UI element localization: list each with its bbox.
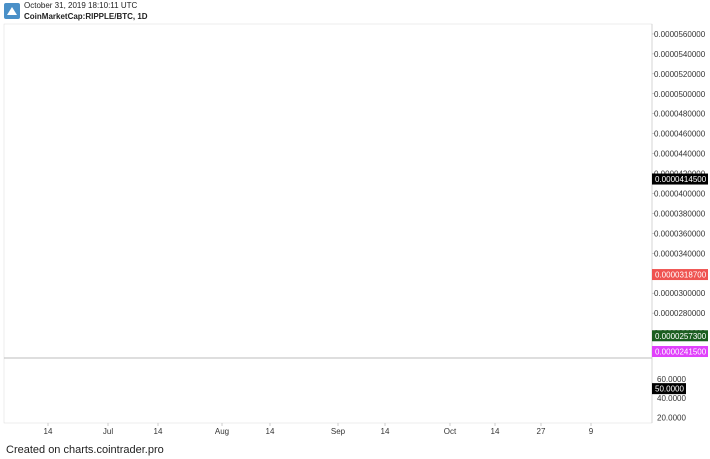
y-tick-label: 0.0000380000 bbox=[654, 209, 706, 218]
x-tick-label: 14 bbox=[491, 427, 500, 436]
x-tick-label: 14 bbox=[266, 427, 275, 436]
x-tick-label: 9 bbox=[589, 427, 594, 436]
y-tick-label: 0.0000440000 bbox=[654, 150, 706, 159]
x-tick-label: Oct bbox=[444, 427, 457, 436]
tradingview-logo-icon bbox=[4, 3, 20, 19]
current-price-tag: 0.0000318700 bbox=[655, 271, 707, 280]
y-tick-label: 0.0000500000 bbox=[654, 90, 706, 99]
y-tick-label: 0.0000300000 bbox=[654, 289, 706, 298]
chart-timestamp: October 31, 2019 18:10:11 UTC bbox=[24, 1, 138, 10]
chart-symbol: CoinMarketCap:RIPPLE/BTC, 1D bbox=[24, 12, 148, 21]
rsi-ref-tag-bg bbox=[652, 383, 686, 395]
y-tick-label: 0.0000480000 bbox=[654, 110, 706, 119]
marked-level-tag: 0.0000241500 bbox=[655, 348, 707, 357]
marked-level-tag-bg bbox=[652, 330, 708, 342]
x-tick-label: 14 bbox=[44, 427, 53, 436]
marked-level-tag-bg bbox=[652, 173, 708, 185]
plot-frame bbox=[3, 23, 653, 424]
axes: 0.0000560000 0.0000540000 0.0000520000 0.00… bbox=[3, 23, 708, 436]
x-tick-label: 27 bbox=[537, 427, 546, 436]
y-tick-label: 0.0000400000 bbox=[654, 189, 706, 198]
y-tick-label: 0.0000520000 bbox=[654, 70, 706, 79]
x-tick-label: Sep bbox=[331, 427, 346, 436]
rsi-tick-label: 20.0000 bbox=[657, 413, 686, 422]
y-tick-label: 0.0000360000 bbox=[654, 229, 706, 238]
marked-level-tag: 0.0000257300 bbox=[655, 332, 707, 341]
y-tick-label: 0.0000340000 bbox=[654, 249, 706, 258]
footer-credit: Created on charts.cointrader.pro bbox=[6, 444, 164, 456]
y-tick-label: 0.0000460000 bbox=[654, 130, 706, 139]
x-tick-label: Jul bbox=[103, 427, 113, 436]
x-tick-label: 14 bbox=[381, 427, 390, 436]
rsi-ref-tag: 50.0000 bbox=[655, 385, 684, 394]
marked-level-tag-bg bbox=[652, 346, 708, 358]
y-tick-label: 0.0000540000 bbox=[654, 50, 706, 59]
x-tick-label: 14 bbox=[154, 427, 163, 436]
marked-level-tag: 0.0000414500 bbox=[655, 175, 707, 184]
current-price-tag-bg bbox=[652, 269, 708, 281]
x-tick-label: Aug bbox=[215, 427, 229, 436]
rsi-tick-label: 40.0000 bbox=[657, 394, 686, 403]
rsi-tick-label: 60.0000 bbox=[657, 375, 686, 384]
y-tick-label: 0.0000560000 bbox=[654, 30, 706, 39]
y-tick-label: 0.0000280000 bbox=[654, 309, 706, 318]
